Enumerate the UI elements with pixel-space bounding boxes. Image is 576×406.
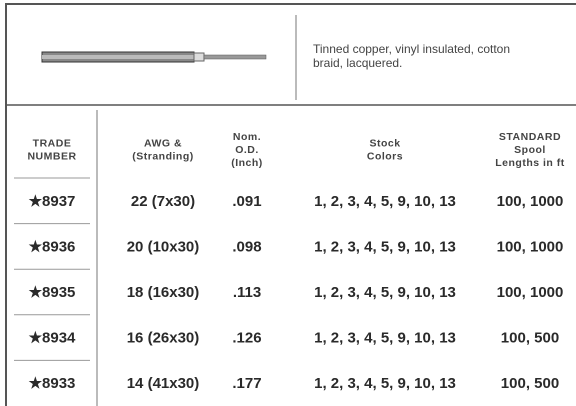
table-cell: ★8934 [29,330,76,347]
table-cell: .113 [233,284,261,301]
header-cell: Stock [369,137,400,149]
table-cell: 22 (7x30) [131,193,195,210]
header-cell: NUMBER [27,150,76,162]
table-cell: 1, 2, 3, 4, 5, 9, 10, 13 [314,330,456,347]
header-cell: Nom. [233,131,261,143]
table-cell: ★8936 [29,238,76,255]
table-cell: ★8933 [29,375,76,392]
table-cell: 100, 1000 [497,193,564,210]
table-cell: .177 [232,375,261,392]
table-cell: 14 (41x30) [127,375,200,392]
header-cell: AWG & [144,137,182,149]
description: Tinned copper, vinyl insulated, cotton [313,42,510,56]
table-cell: 100, 500 [501,375,559,392]
table-cell: 16 (26x30) [127,330,200,347]
header-cell: STANDARD [499,131,561,143]
table-cell: ★8937 [29,193,76,210]
table-cell: .126 [232,330,261,347]
header-cell: O.D. [235,144,259,156]
table-cell: .091 [232,193,261,210]
table-cell: 1, 2, 3, 4, 5, 9, 10, 13 [314,284,456,301]
header-cell: (Inch) [231,157,263,169]
wire-illustration [41,51,267,63]
header-cell: Spool [514,144,546,156]
table-cell: 20 (10x30) [127,238,200,255]
table-cell: 100, 1000 [497,284,564,301]
table-cell: .098 [232,238,261,255]
outer-border [5,3,576,406]
header-cell: Colors [367,150,403,162]
table-cell: 1, 2, 3, 4, 5, 9, 10, 13 [314,238,456,255]
table-cell: 1, 2, 3, 4, 5, 9, 10, 13 [314,375,456,392]
table-cell: 18 (16x30) [127,284,200,301]
table-cell: 1, 2, 3, 4, 5, 9, 10, 13 [314,193,456,210]
header-cell: (Stranding) [132,150,194,162]
description: braid, lacquered. [313,56,402,70]
table-cell: ★8935 [29,284,76,301]
table-cell: 100, 500 [501,330,559,347]
table-cell: 100, 1000 [497,238,564,255]
header-cell: Lengths in ft [495,157,565,169]
header-cell: TRADE [33,137,72,149]
